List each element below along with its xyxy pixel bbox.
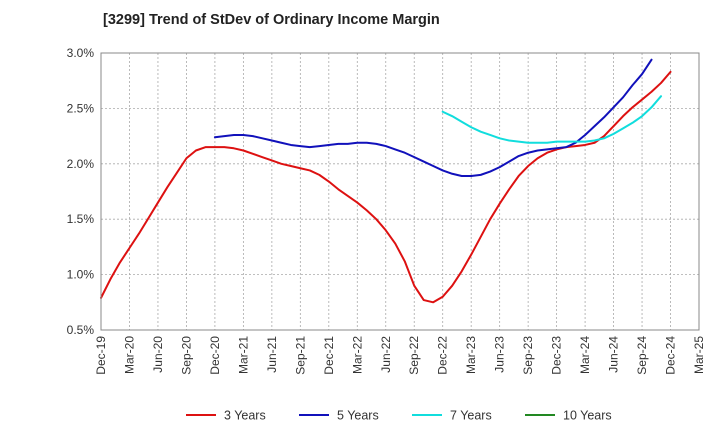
x-tick-labels: Dec-19 Mar-20 Jun-20 Sep-20 Dec-20 Mar-21 Jun-… — [94, 336, 706, 375]
legend-label-3-years: 3 Years — [224, 409, 266, 423]
legend-label-7-years: 7 Years — [450, 409, 492, 423]
x-tick-label: Dec-19 — [94, 336, 108, 375]
x-tick-label: Dec-24 — [664, 336, 678, 375]
series-line-7-years — [441, 95, 663, 144]
x-tick-label: Jun-21 — [265, 336, 279, 373]
plot-background — [101, 53, 699, 330]
x-tick-label: Sep-20 — [179, 336, 193, 375]
x-tick-label: Dec-22 — [436, 336, 450, 375]
y-tick-labels: 0.5% 1.0% 1.5% 2.0% 2.5% 3.0% — [67, 46, 95, 337]
x-tick-label: Sep-24 — [635, 336, 649, 375]
legend: 3 Years 5 Years 7 Years 10 Years — [186, 409, 612, 423]
y-tick-label: 1.0% — [67, 268, 95, 282]
x-tick-label: Jun-24 — [607, 336, 621, 373]
plot-frame — [100, 52, 700, 331]
x-tick-label: Sep-22 — [407, 336, 421, 375]
legend-label-10-years: 10 Years — [563, 409, 612, 423]
x-tick-label: Sep-21 — [293, 336, 307, 375]
x-tick-label: Mar-21 — [236, 336, 250, 374]
x-tick-label: Mar-22 — [350, 336, 364, 374]
legend-label-5-years: 5 Years — [337, 409, 379, 423]
x-tick-label: Dec-20 — [208, 336, 222, 375]
series-line-3-years — [100, 70, 672, 304]
x-tick-label: Jun-22 — [379, 336, 393, 373]
x-tick-label: Dec-21 — [322, 336, 336, 375]
y-tick-label: 1.5% — [67, 212, 95, 226]
x-tick-label: Mar-24 — [578, 336, 592, 374]
y-tick-label: 2.0% — [67, 157, 95, 171]
x-tick-label: Dec-23 — [550, 336, 564, 375]
series-lines — [100, 58, 672, 304]
x-tick-label: Sep-23 — [521, 336, 535, 375]
x-tick-label: Jun-20 — [151, 336, 165, 373]
x-tick-label: Jun-23 — [493, 336, 507, 373]
x-tick-label: Mar-25 — [692, 336, 706, 374]
y-tick-label: 0.5% — [67, 323, 95, 337]
y-tick-label: 3.0% — [67, 46, 95, 60]
x-tick-label: Mar-20 — [122, 336, 136, 374]
chart-title: [3299] Trend of StDev of Ordinary Income… — [103, 12, 440, 28]
y-tick-label: 2.5% — [67, 101, 95, 115]
x-tick-label: Mar-23 — [464, 336, 478, 374]
series-line-5-years — [213, 58, 653, 177]
